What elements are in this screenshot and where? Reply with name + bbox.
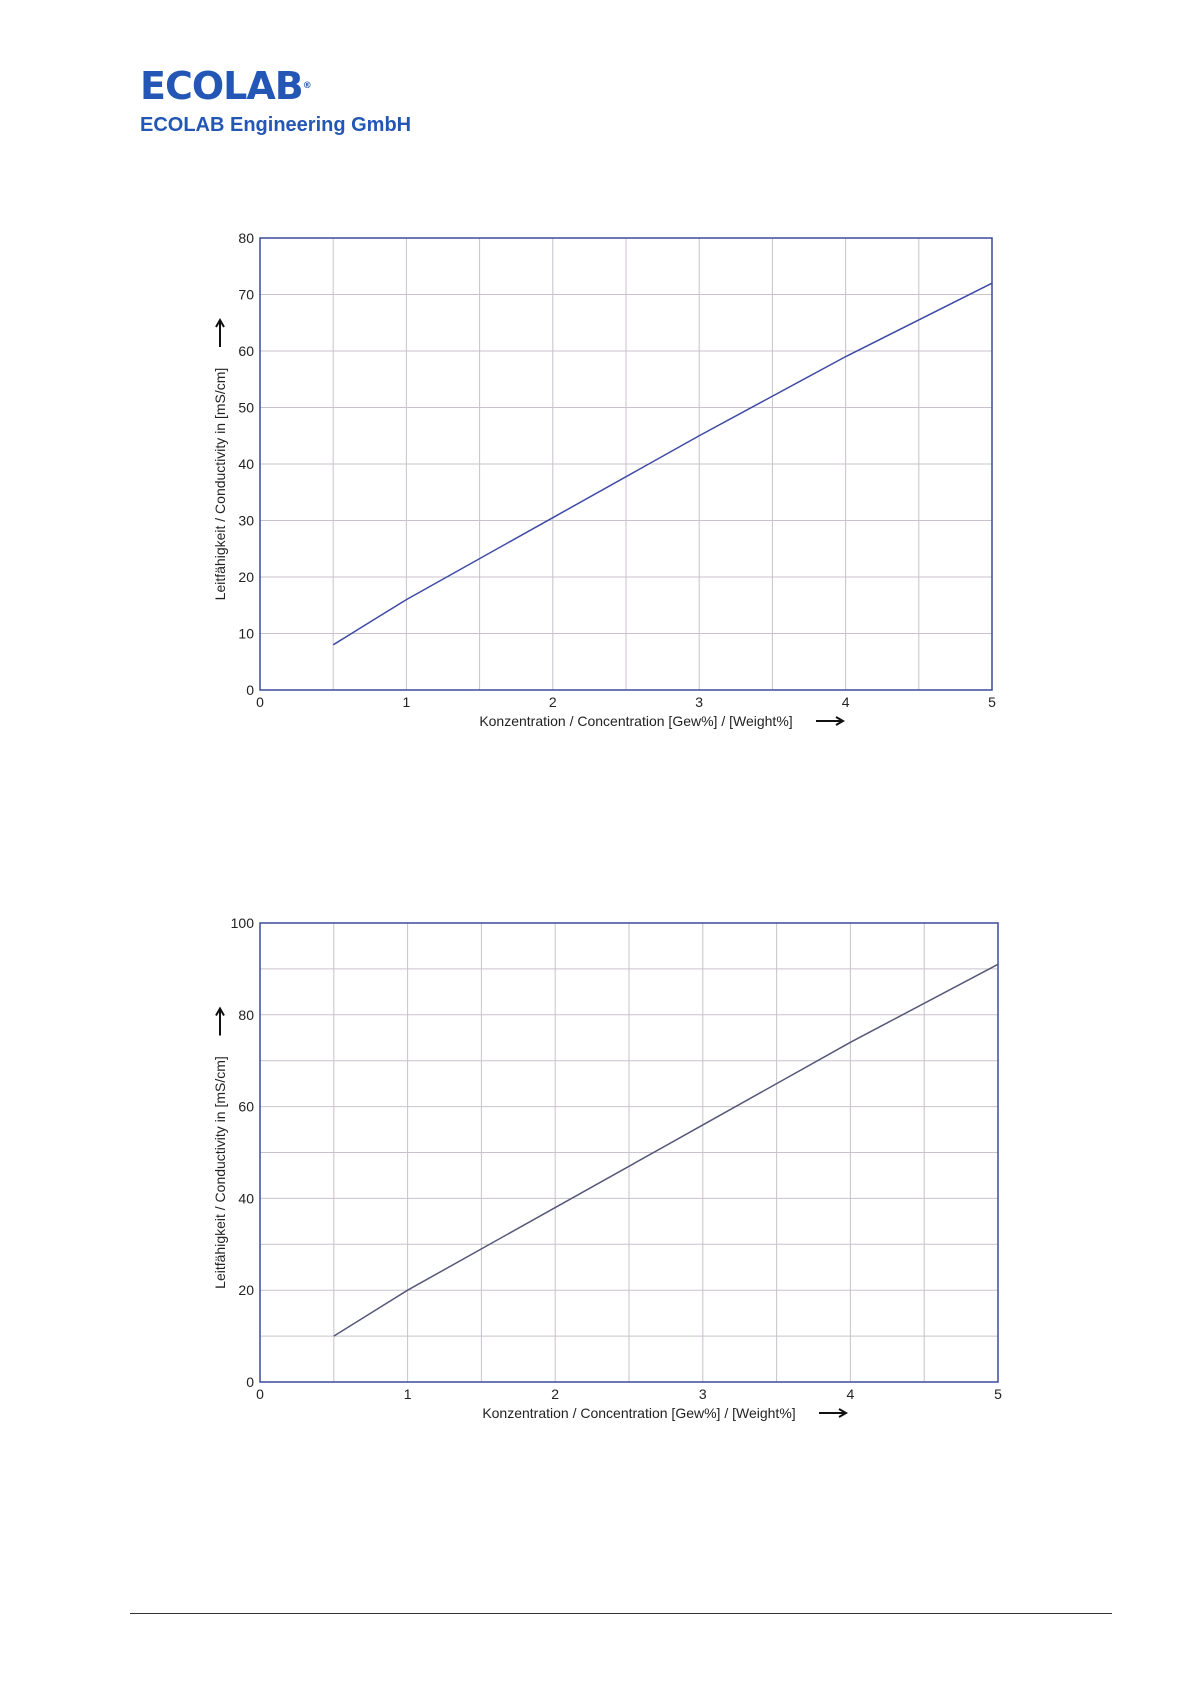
series-line — [333, 963, 999, 1337]
x-tick-label: 0 — [256, 1386, 264, 1402]
chart-1-svg: 0 10 20 30 40 50 60 70 80 0 1 2 3 4 5 Konzentration / C… — [212, 230, 996, 729]
footer-divider — [130, 1613, 1112, 1614]
y-axis-arrow-icon — [215, 317, 225, 347]
x-tick-label: 2 — [549, 694, 557, 710]
x-axis-arrow-icon — [819, 1408, 849, 1418]
y-tick-label: 100 — [231, 915, 255, 931]
x-tick-label: 4 — [847, 1386, 855, 1402]
ecolab-logo: ECOLAB® — [140, 66, 411, 106]
series-line — [332, 282, 993, 646]
plot-frame — [259, 922, 999, 1383]
y-tick-label: 40 — [238, 456, 254, 472]
y-tick-label: 80 — [238, 230, 254, 246]
plot-frame — [259, 237, 993, 691]
x-tick-label: 1 — [403, 694, 411, 710]
y-tick-label: 80 — [238, 1007, 254, 1023]
page-header: ECOLAB® ECOLAB Engineering GmbH — [140, 66, 411, 137]
y-tick-label: 10 — [238, 626, 254, 642]
y-tick-label: 60 — [238, 343, 254, 359]
x-axis-arrow-icon — [816, 716, 846, 726]
company-name: ECOLAB Engineering GmbH — [140, 114, 412, 136]
x-axis-label: Konzentration / Concentration [Gew%] / [… — [479, 713, 792, 729]
x-tick-label: 0 — [256, 694, 264, 710]
x-tick-label: 2 — [551, 1386, 559, 1402]
y-axis-label: Leitfähigkeit / Conductivity in [mS/cm] — [212, 368, 228, 601]
y-tick-label: 70 — [238, 287, 254, 303]
conductivity-chart-1: 0 10 20 30 40 50 60 70 80 0 1 2 3 4 5 Konzentration / C… — [200, 230, 1100, 790]
y-axis-label: Leitfähigkeit / Conductivity in [mS/cm] — [212, 1056, 228, 1289]
y-tick-label: 50 — [238, 400, 254, 416]
x-tick-label: 3 — [695, 694, 703, 710]
y-axis-arrow-icon — [215, 1006, 225, 1036]
x-tick-label: 5 — [994, 1386, 1002, 1402]
y-tick-label: 60 — [238, 1099, 254, 1115]
x-tick-label: 5 — [988, 694, 996, 710]
y-tick-label: 20 — [238, 569, 254, 585]
y-tick-label: 0 — [246, 1374, 254, 1390]
y-tick-label: 0 — [246, 682, 254, 698]
x-tick-label: 4 — [842, 694, 850, 710]
x-axis-label: Konzentration / Concentration [Gew%] / [… — [482, 1405, 795, 1421]
y-tick-label: 20 — [238, 1282, 254, 1298]
chart-2-svg: 0 20 40 60 80 100 0 1 2 3 4 5 Konzentration / Concen… — [212, 915, 1002, 1421]
y-tick-label: 40 — [238, 1190, 254, 1206]
logo-text: ECOLAB — [140, 64, 304, 108]
conductivity-chart-2: 0 20 40 60 80 100 0 1 2 3 4 5 Konzentration / Concen… — [200, 915, 1100, 1485]
x-tick-label: 3 — [699, 1386, 707, 1402]
x-tick-label: 1 — [404, 1386, 412, 1402]
registered-mark: ® — [302, 81, 312, 91]
y-tick-label: 30 — [238, 513, 254, 529]
